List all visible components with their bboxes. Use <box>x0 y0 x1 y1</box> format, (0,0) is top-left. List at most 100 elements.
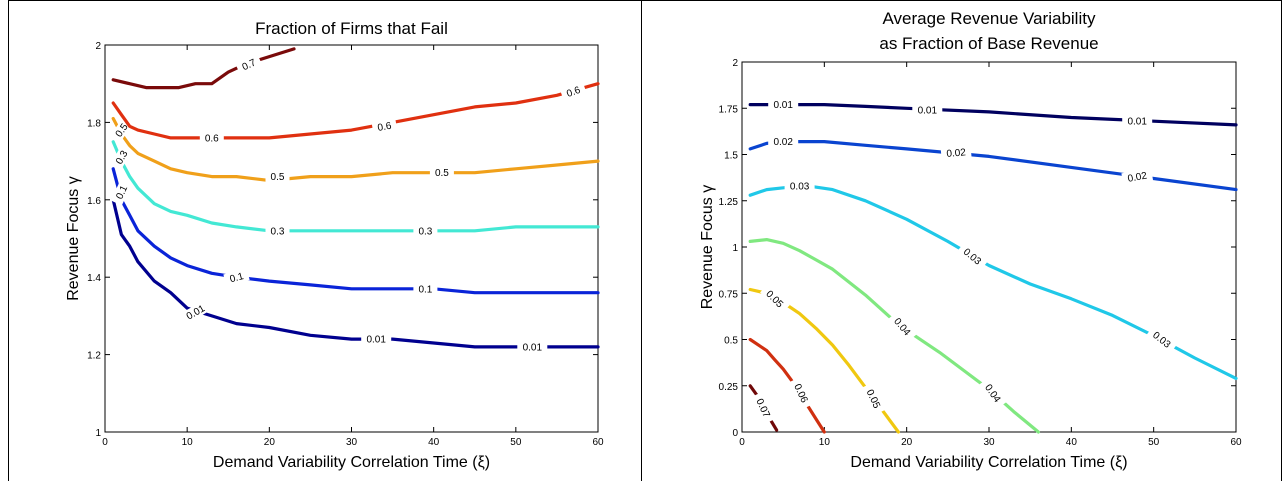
contour-label-bg <box>768 98 799 111</box>
contour-label-group: 0.01 <box>1122 115 1153 128</box>
contour-label-group: 0.04 <box>979 377 1007 409</box>
x-tick-label: 0 <box>102 437 108 448</box>
contour-label: 0.1 <box>114 184 130 202</box>
y-tick-label: 2 <box>732 58 738 69</box>
x-tick-label: 30 <box>983 437 995 448</box>
contour-label-bg <box>1122 115 1153 128</box>
contour-line-0.04 <box>748 238 1041 434</box>
contour-label-bg <box>861 382 886 415</box>
x-tick-label: 50 <box>1148 437 1160 448</box>
x-tick-label: 10 <box>182 437 194 448</box>
contour-line-0.01 <box>748 102 1238 127</box>
contour-line-0.02 <box>748 140 1238 192</box>
contour-label-bg <box>223 268 250 287</box>
contour-label: 0.7 <box>241 57 259 73</box>
contour-label: 0.3 <box>271 226 285 237</box>
x-axis-label: Demand Variability Correlation Time (ξ) <box>213 454 490 471</box>
contour-label: 0.02 <box>773 137 793 148</box>
contour-label-group: 0.01 <box>912 104 943 117</box>
contour-line-0.01 <box>111 198 600 349</box>
x-tick-label: 40 <box>1066 437 1078 448</box>
axes-box <box>741 61 1237 433</box>
contour-label-group: 0.1 <box>413 282 438 295</box>
contour-label-group: 0.3 <box>110 143 133 171</box>
contour-label-group: 0.5 <box>429 166 454 179</box>
contour-label-bg <box>784 179 815 192</box>
contour-line-0.06 <box>748 337 826 434</box>
x-tick-label: 20 <box>264 437 276 448</box>
contour-line-0.1 <box>111 167 600 295</box>
contour-label-bg <box>979 377 1007 409</box>
x-tick-label: 60 <box>592 437 604 448</box>
contour-label: 0.02 <box>1127 171 1149 185</box>
contour-label-group: 0.6 <box>199 131 224 144</box>
contour-label: 0.6 <box>565 85 582 100</box>
contour-line-0.3 <box>111 140 600 233</box>
y-tick-label: 1.8 <box>87 118 101 129</box>
contour-label-group: 0.02 <box>940 145 972 160</box>
contour-line-0.5 <box>111 116 600 183</box>
contour-label-bg <box>517 340 548 353</box>
y-tick-label: 0.75 <box>719 289 739 300</box>
panel-border-mid <box>641 0 642 481</box>
y-tick-label: 0 <box>732 428 738 439</box>
contour-label-group: 0.6 <box>559 81 587 102</box>
contour-label-bg <box>413 282 438 295</box>
contour-label-bg <box>751 391 776 425</box>
contour-label: 0.01 <box>366 335 386 346</box>
contour-label-group: 0.3 <box>265 224 290 237</box>
contour-label-group: 0.02 <box>768 135 799 148</box>
contour-line-0.7 <box>111 47 296 90</box>
contour-label-bg <box>1121 168 1154 186</box>
y-tick-label: 0.5 <box>724 336 738 347</box>
contour-label-bg <box>361 333 392 346</box>
contour-line-0.03 <box>748 184 1238 380</box>
contour-label: 0.01 <box>918 106 938 117</box>
chart-1: Fraction of Firms that Fail 0 10 20 30 40 50 60… <box>65 19 604 471</box>
contour-label-group: 0.06 <box>789 376 814 410</box>
contour-label-bg <box>888 311 917 342</box>
contour-label-group: 0.5 <box>265 170 290 183</box>
y-tick-label: 1.25 <box>719 197 739 208</box>
contour-label: 0.1 <box>418 284 432 295</box>
y-tick-label: 1.6 <box>87 196 101 207</box>
contour-label: 0.5 <box>435 168 449 179</box>
chart-title: Fraction of Firms that Fail <box>255 19 448 38</box>
contour-label: 0.6 <box>205 133 219 144</box>
y-tick-label: 1 <box>95 428 101 439</box>
contour-label: 0.01 <box>773 100 793 111</box>
contour-label-bg <box>110 143 133 171</box>
contour-label-bg <box>429 166 454 179</box>
y-tick-label: 2 <box>95 41 101 52</box>
contour-label: 0.02 <box>946 147 967 160</box>
contour-label-bg <box>559 81 587 102</box>
x-tick-label: 20 <box>901 437 913 448</box>
contour-label-group: 0.03 <box>957 242 988 271</box>
contour-label-bg <box>768 135 799 148</box>
contour-label-bg <box>912 104 943 117</box>
contour-label-bg <box>413 224 438 237</box>
contour-label-group: 0.02 <box>1121 168 1154 186</box>
contour-label-bg <box>789 376 814 410</box>
contour-label: 0.01 <box>523 342 543 353</box>
contour-label-bg <box>265 224 290 237</box>
contour-label-group: 0.01 <box>179 299 212 325</box>
y-axis-label: Revenue Focus γ <box>699 185 716 310</box>
contour-label: 0.6 <box>377 121 393 134</box>
contour-label-group: 0.3 <box>413 224 438 237</box>
chart-title: as Fraction of Base Revenue <box>879 34 1098 53</box>
contour-label-bg <box>179 299 212 325</box>
contour-label-bg <box>265 170 290 183</box>
contour-label-bg <box>940 145 972 160</box>
y-axis-label: Revenue Focus γ <box>65 176 82 301</box>
contour-label-group: 0.03 <box>1146 325 1178 354</box>
x-tick-label: 30 <box>346 437 358 448</box>
contour-label-bg <box>957 242 988 271</box>
y-tick-label: 1.4 <box>87 273 101 284</box>
y-tick-label: 1.2 <box>87 351 101 362</box>
contour-label: 0.03 <box>790 181 810 192</box>
contour-label-bg <box>1146 325 1178 354</box>
panel-border-top <box>8 0 1282 1</box>
panel-border-left <box>8 0 9 481</box>
